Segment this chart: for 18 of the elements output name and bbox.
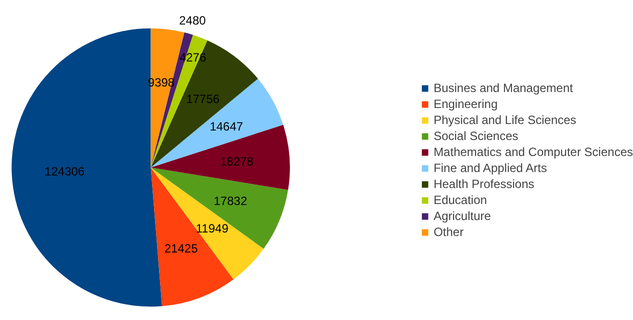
data-label: 21425 [164, 242, 198, 256]
legend-label: Social Sciences [434, 129, 518, 143]
data-label: 11949 [196, 222, 229, 236]
legend-label: Mathematics and Computer Sciences [434, 145, 633, 159]
data-label: 124306 [44, 164, 85, 178]
legend-label: Other [434, 225, 464, 239]
data-label: 18278 [220, 154, 254, 168]
legend-label: Health Professions [434, 177, 534, 191]
data-label: 17756 [186, 92, 220, 106]
legend-label: Fine and Applied Arts [434, 161, 547, 175]
legend-label: Engineering [434, 97, 498, 111]
legend-label: Busines and Management [434, 81, 573, 95]
data-label: 14647 [210, 119, 244, 134]
legend-label: Education [434, 193, 487, 207]
data-label: 2480 [179, 14, 206, 28]
data-label: 17832 [214, 194, 248, 208]
legend-label: Physical and Life Sciences [434, 113, 576, 127]
legend-label: Agriculture [434, 209, 491, 223]
